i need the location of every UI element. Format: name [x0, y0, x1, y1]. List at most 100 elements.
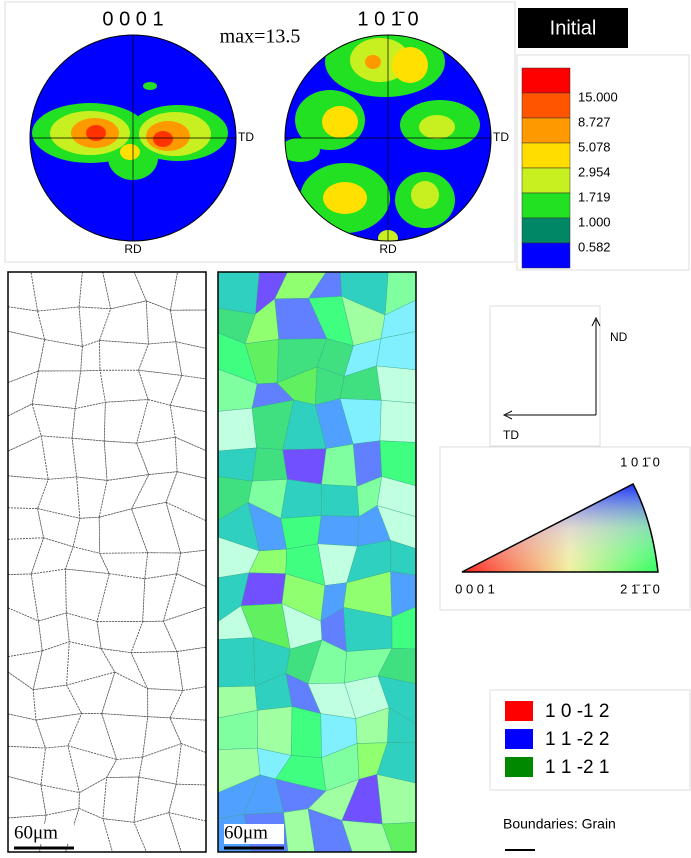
grain [71, 401, 106, 442]
legend-title: Boundaries: Grain [503, 816, 616, 832]
max-label: max=13.5 [220, 26, 301, 48]
legend-value: 5.078 [578, 139, 611, 154]
grain [99, 552, 149, 580]
grain [257, 706, 293, 756]
legend-swatch [521, 67, 571, 94]
axes-box [489, 305, 601, 447]
legend-value: 15.000 [578, 89, 618, 104]
grain [317, 515, 360, 547]
map-frame [217, 271, 417, 853]
grain [217, 271, 260, 315]
grain [165, 471, 207, 522]
ipf-triangle [461, 482, 659, 573]
grain [217, 447, 257, 482]
badge [518, 8, 628, 48]
pole-figure [30, 35, 236, 241]
grain [291, 706, 322, 759]
scale-label: 60μm [224, 822, 268, 843]
ipf-label: 0 0 0 1 [455, 581, 495, 596]
badge-text: Initial [550, 17, 597, 39]
grain [101, 713, 149, 760]
grain [31, 370, 82, 410]
grain [80, 339, 101, 372]
grain [98, 474, 150, 518]
grain [99, 340, 150, 371]
scale-bg [14, 824, 74, 844]
boundary-map-grains [7, 271, 207, 853]
swatch [505, 729, 533, 749]
legend-value: 8.727 [578, 114, 611, 129]
swatch [505, 701, 533, 721]
density-legend: 15.000 8.727 5.078 2.954 1.719 1.000 0.582 [521, 67, 618, 269]
pole-figure [285, 35, 491, 241]
legend-entry: 1 1 -2 2 [545, 729, 609, 750]
map-frame [7, 271, 207, 853]
grain [66, 641, 116, 686]
grain [176, 646, 207, 691]
grain [130, 620, 178, 654]
grain [240, 572, 287, 607]
legend-swatch [521, 142, 571, 169]
pole-panel [4, 1, 516, 263]
rd-label: RD [379, 242, 397, 256]
grain [67, 713, 118, 761]
td-label: TD [238, 130, 254, 144]
nd-label: ND [610, 330, 628, 344]
grain [376, 365, 417, 404]
swatch [505, 757, 533, 777]
grain [217, 637, 256, 688]
grain [133, 812, 182, 853]
grain [71, 437, 108, 481]
grain [102, 271, 147, 310]
ipf-label: 2 1̄ 1̄ 0 [620, 581, 660, 596]
legend-swatch [521, 167, 571, 194]
grain [252, 447, 288, 482]
scale-bg [224, 824, 284, 844]
axes-arrows [502, 316, 601, 420]
grain [67, 745, 118, 794]
legend-value: 2.954 [578, 164, 611, 179]
ipf-box [439, 446, 691, 611]
grain [169, 717, 207, 754]
ipf-label: 1 0 1̄ 0 [620, 454, 660, 469]
td-label: TD [503, 428, 519, 442]
grain [376, 774, 417, 825]
grain [321, 443, 358, 487]
grain [282, 448, 327, 485]
grain [30, 271, 83, 312]
legend-entry: 1 1 -2 1 [545, 757, 609, 778]
grain [65, 612, 102, 650]
scale-label: 60μm [14, 822, 58, 843]
legend-box [516, 54, 690, 271]
legend-swatch [521, 217, 571, 244]
pole-label: 0 0 0 1 [102, 8, 163, 30]
grain [169, 686, 207, 721]
legend-value: 1.719 [578, 189, 611, 204]
legend-value: 0.582 [578, 239, 611, 254]
legend-value: 1.000 [578, 214, 611, 229]
grain [102, 776, 140, 823]
grain [32, 684, 83, 721]
grain [217, 407, 257, 452]
grain [280, 479, 322, 519]
grain [168, 783, 207, 822]
legend-swatch [521, 117, 571, 144]
grain [176, 549, 207, 588]
grain [76, 476, 108, 519]
legend-swatch [521, 92, 571, 119]
legend-entry: 1 0 -1 2 [545, 701, 609, 722]
grain [78, 306, 112, 347]
boundary-legend-box [489, 689, 691, 791]
td-label: TD [493, 130, 509, 144]
legend-swatch [521, 192, 571, 219]
grain [7, 306, 46, 341]
grain [320, 484, 360, 517]
grain [98, 508, 149, 554]
rd-label: RD [124, 242, 142, 256]
orientation-map-grains [217, 271, 417, 853]
grain [379, 400, 417, 443]
grain [7, 650, 43, 691]
pole-label: 1 0 1̄ 0 [357, 8, 418, 30]
